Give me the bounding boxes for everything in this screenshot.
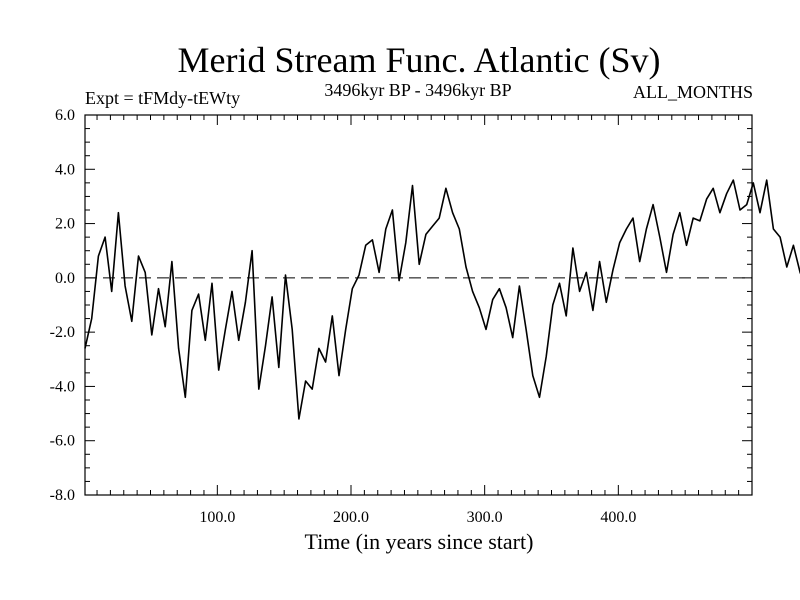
x-tick-label: 100.0	[199, 509, 235, 526]
y-tick-label: -8.0	[50, 487, 75, 504]
x-axis-ticks	[96, 115, 740, 495]
period-label: 3496kyr BP - 3496kyr BP	[324, 80, 511, 100]
y-axis-ticks	[85, 128, 752, 482]
x-axis-tick-labels: 100.0 200.0 300.0 400.0	[199, 509, 636, 526]
y-tick-label: -4.0	[50, 378, 75, 395]
y-tick-label: 2.0	[55, 216, 75, 233]
y-tick-label: 0.0	[55, 270, 75, 287]
y-tick-label: 4.0	[55, 161, 75, 178]
y-tick-label: 6.0	[55, 107, 75, 124]
x-tick-label: 300.0	[467, 509, 503, 526]
series-line	[84, 179, 800, 420]
y-tick-label: -2.0	[50, 324, 75, 341]
y-axis-tick-labels: -8.0 -6.0 -4.0 -2.0 0.0 2.0 4.0 6.0	[50, 107, 75, 504]
chart-title: Merid Stream Func. Atlantic (Sv)	[178, 40, 661, 80]
x-tick-label: 400.0	[600, 509, 636, 526]
experiment-label: Expt = tFMdy-tEWty	[85, 88, 240, 108]
months-label: ALL_MONTHS	[633, 82, 753, 102]
x-axis-label: Time (in years since start)	[305, 529, 534, 554]
x-tick-label: 200.0	[333, 509, 369, 526]
plot-frame	[84, 114, 753, 496]
y-tick-label: -6.0	[50, 433, 75, 450]
